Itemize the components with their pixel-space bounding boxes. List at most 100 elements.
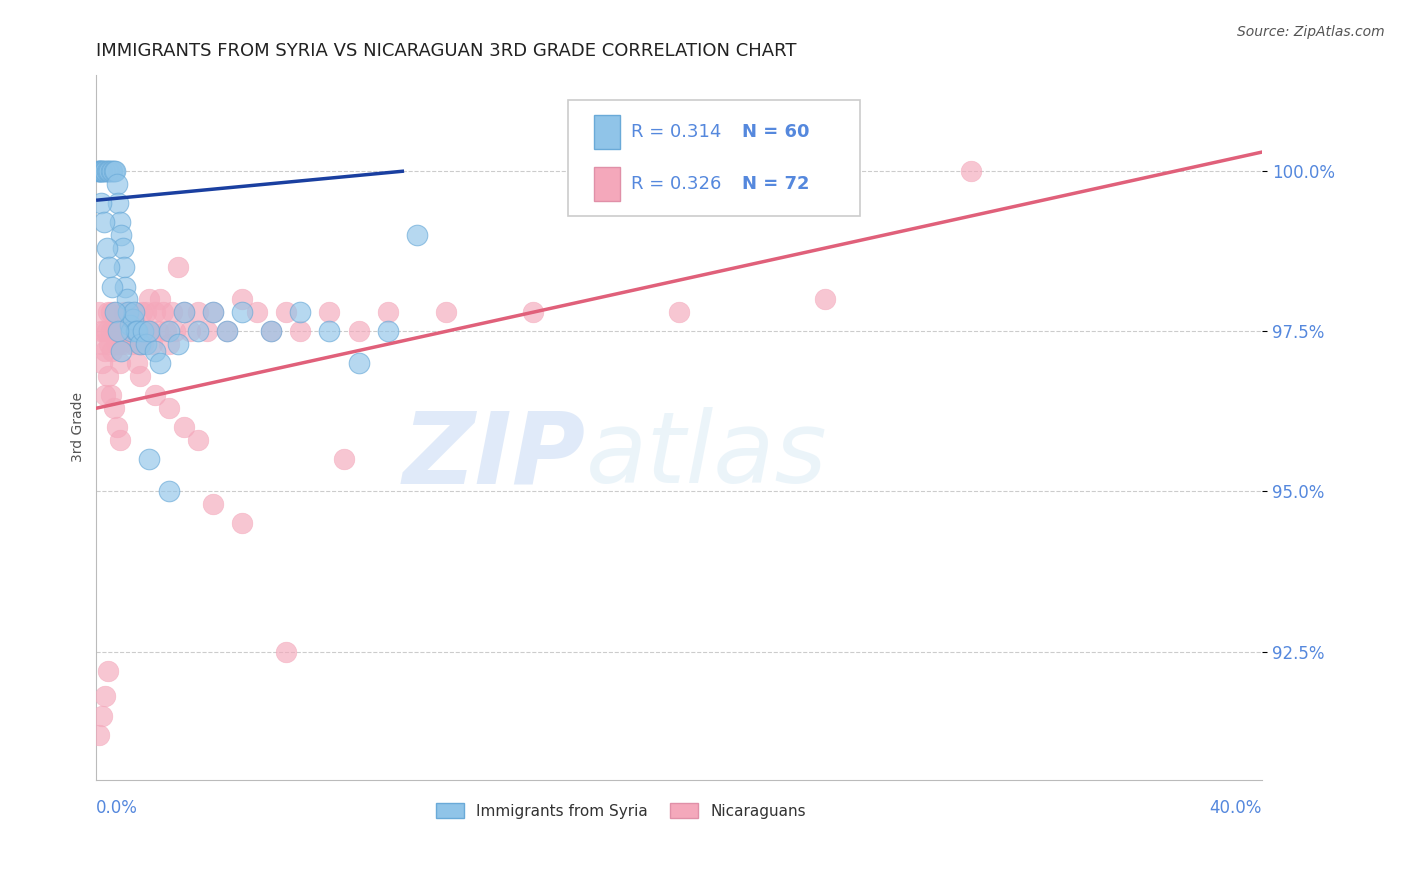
Point bbox=[93, 215, 115, 229]
Point bbox=[231, 516, 253, 531]
Text: ZIP: ZIP bbox=[404, 407, 586, 504]
Point bbox=[107, 324, 129, 338]
Point bbox=[167, 260, 190, 275]
Point bbox=[139, 324, 162, 338]
Point bbox=[201, 305, 224, 319]
Point bbox=[217, 324, 239, 338]
Point bbox=[91, 356, 114, 370]
Text: 0.0%: 0.0% bbox=[97, 799, 138, 817]
Point bbox=[94, 343, 117, 358]
Point bbox=[173, 305, 195, 319]
Point bbox=[108, 215, 131, 229]
Point bbox=[136, 324, 159, 338]
Point bbox=[125, 324, 148, 338]
Point bbox=[668, 305, 690, 319]
Point bbox=[100, 324, 122, 338]
Point bbox=[115, 293, 138, 307]
Point bbox=[90, 164, 112, 178]
Point bbox=[108, 324, 131, 338]
Point bbox=[377, 305, 399, 319]
Point bbox=[118, 318, 141, 332]
Point bbox=[91, 164, 114, 178]
Point bbox=[274, 305, 297, 319]
FancyBboxPatch shape bbox=[595, 115, 620, 149]
Point bbox=[138, 452, 160, 467]
Point bbox=[91, 337, 114, 351]
Point bbox=[187, 434, 209, 448]
Point bbox=[132, 324, 155, 338]
Point bbox=[93, 324, 115, 338]
Point bbox=[127, 324, 149, 338]
Point bbox=[157, 484, 180, 499]
Point bbox=[117, 305, 139, 319]
Point bbox=[108, 356, 131, 370]
Point bbox=[157, 324, 180, 338]
Point bbox=[90, 164, 112, 178]
Point bbox=[97, 164, 120, 178]
Point bbox=[173, 305, 195, 319]
Point bbox=[121, 311, 143, 326]
Point bbox=[111, 324, 134, 338]
Text: N = 60: N = 60 bbox=[742, 123, 810, 141]
Point bbox=[93, 164, 115, 178]
Point bbox=[179, 324, 201, 338]
Point bbox=[149, 293, 172, 307]
Point bbox=[406, 228, 429, 243]
Text: atlas: atlas bbox=[586, 407, 828, 504]
Point bbox=[201, 305, 224, 319]
Point bbox=[121, 337, 143, 351]
Point bbox=[87, 164, 110, 178]
Point bbox=[100, 388, 122, 402]
Y-axis label: 3rd Grade: 3rd Grade bbox=[72, 392, 86, 462]
Point bbox=[522, 305, 544, 319]
Point bbox=[167, 337, 190, 351]
Point bbox=[138, 293, 160, 307]
Point bbox=[101, 279, 124, 293]
Point bbox=[146, 324, 169, 338]
Point bbox=[110, 337, 132, 351]
Point bbox=[129, 324, 152, 338]
Point bbox=[97, 664, 120, 678]
Point bbox=[118, 305, 141, 319]
Point bbox=[107, 196, 129, 211]
Point bbox=[94, 690, 117, 704]
Point bbox=[120, 324, 142, 338]
Point bbox=[105, 177, 128, 191]
Point bbox=[91, 708, 114, 723]
Point bbox=[163, 324, 186, 338]
Point bbox=[120, 324, 142, 338]
Text: 40.0%: 40.0% bbox=[1209, 799, 1263, 817]
Point bbox=[347, 356, 370, 370]
Point bbox=[94, 164, 117, 178]
Text: N = 72: N = 72 bbox=[742, 175, 810, 193]
Point bbox=[125, 324, 148, 338]
Point bbox=[187, 305, 209, 319]
Point bbox=[98, 260, 121, 275]
Point bbox=[89, 164, 111, 178]
Point bbox=[135, 305, 157, 319]
Point bbox=[97, 305, 120, 319]
Point bbox=[89, 305, 111, 319]
Point bbox=[90, 324, 112, 338]
Point bbox=[141, 337, 163, 351]
Point bbox=[187, 324, 209, 338]
Point bbox=[96, 241, 118, 255]
Point bbox=[107, 324, 129, 338]
Point bbox=[122, 305, 145, 319]
Point bbox=[246, 305, 269, 319]
Point bbox=[105, 337, 128, 351]
Point bbox=[100, 305, 122, 319]
Point bbox=[201, 497, 224, 511]
Point bbox=[152, 305, 174, 319]
Point bbox=[129, 369, 152, 384]
Point bbox=[434, 305, 457, 319]
Point bbox=[318, 324, 340, 338]
Point bbox=[143, 305, 166, 319]
Point bbox=[110, 343, 132, 358]
Point bbox=[103, 164, 125, 178]
Point bbox=[127, 356, 149, 370]
Point bbox=[122, 305, 145, 319]
Point bbox=[333, 452, 356, 467]
Point bbox=[89, 164, 111, 178]
Point bbox=[94, 388, 117, 402]
